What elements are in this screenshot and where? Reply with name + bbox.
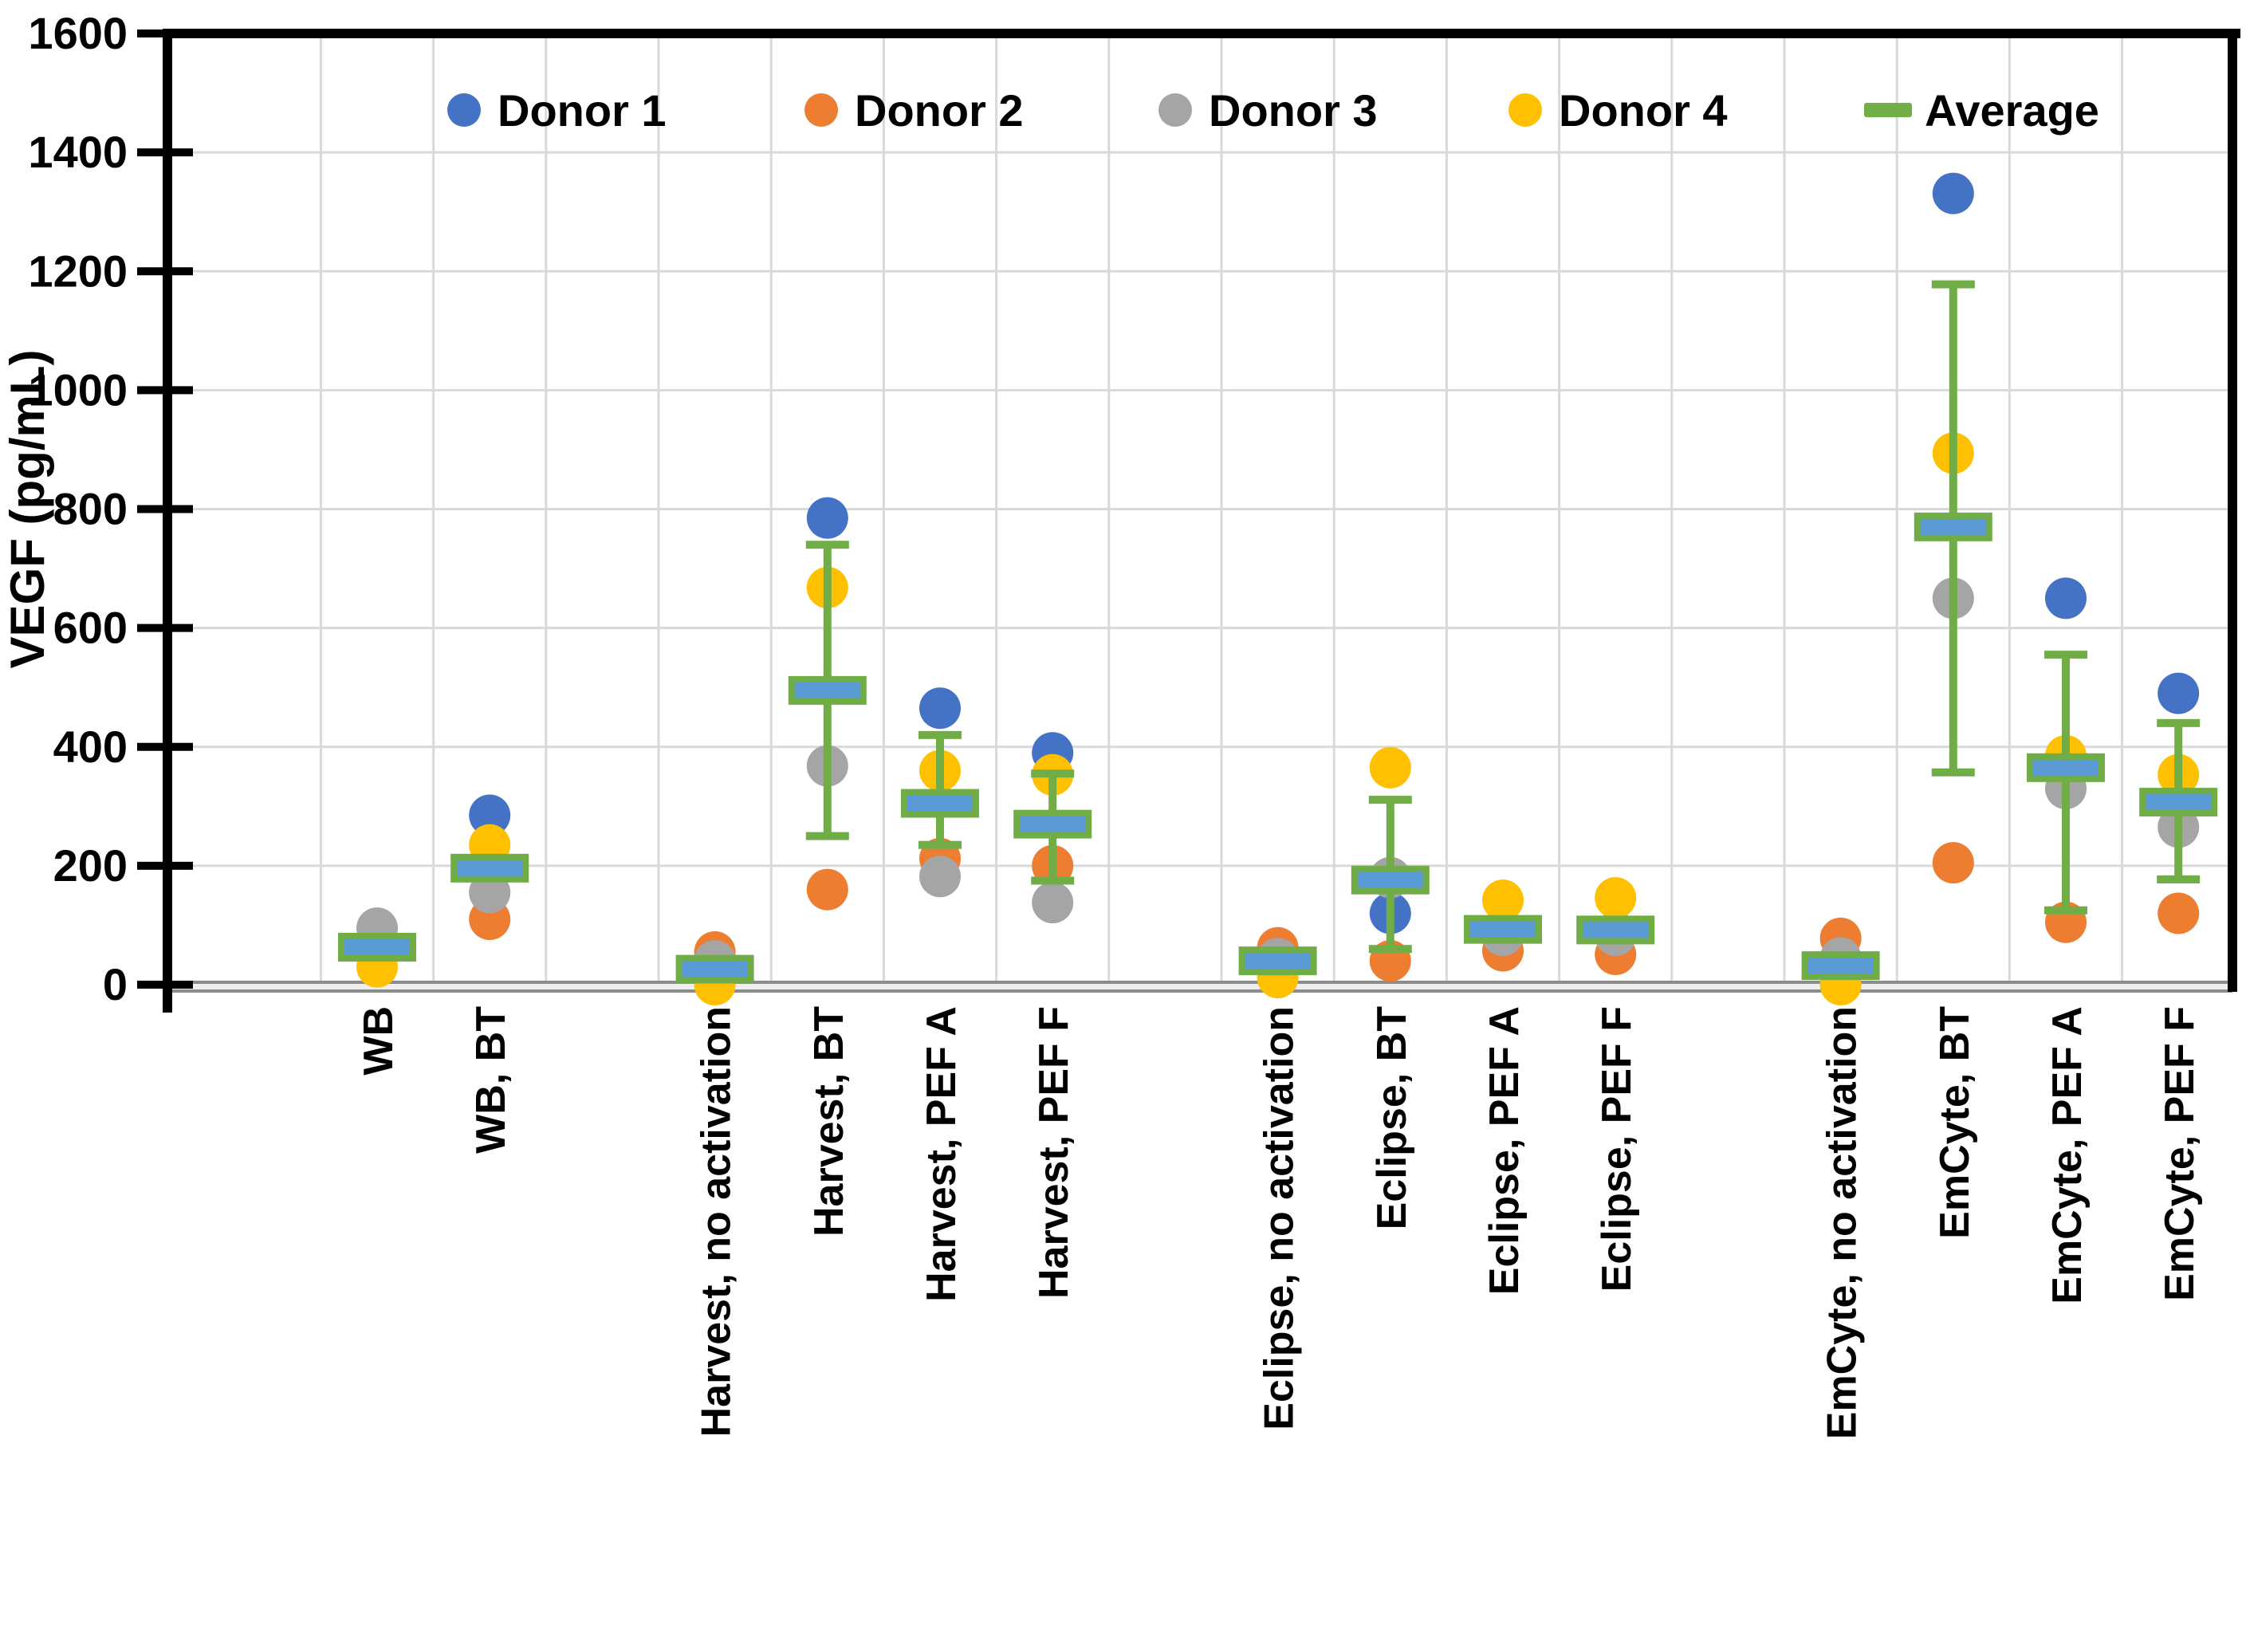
average-dash-marker — [1351, 865, 1430, 895]
x-category-label: Eclipse, PEF F — [1594, 1006, 1640, 1292]
average-dash-marker — [788, 675, 867, 705]
average-dash-marker — [1801, 951, 1880, 981]
data-point — [469, 794, 511, 836]
legend-marker-circle — [1508, 93, 1542, 127]
legend-item: Donor 1 — [447, 85, 667, 136]
plot-border-right — [2228, 29, 2237, 992]
x-axis-baseline — [167, 981, 2232, 993]
data-point — [1369, 746, 1411, 789]
average-dash-marker — [1576, 915, 1655, 945]
y-tick-label: 800 — [53, 484, 128, 534]
x-category-label: WB — [356, 1006, 402, 1076]
x-category-label: WB, BT — [468, 1006, 514, 1154]
average-dash-marker — [2139, 788, 2218, 817]
legend-label: Donor 1 — [498, 85, 667, 136]
average-dash-marker — [450, 853, 529, 883]
y-tick-label: 1000 — [28, 364, 128, 415]
x-category-label: EmCyte, PEF F — [2157, 1006, 2203, 1301]
data-point — [1595, 877, 1637, 919]
y-tick-label: 0 — [103, 959, 128, 1009]
legend-marker-dash — [1864, 103, 1912, 117]
x-category-label: EmCyte, BT — [1932, 1006, 1978, 1239]
legend-label: Donor 3 — [1209, 85, 1378, 136]
data-point — [806, 868, 848, 911]
data-point — [919, 687, 961, 730]
x-category-label: EmCyte, no activation — [1819, 1006, 1866, 1439]
plot-border — [163, 29, 2240, 1013]
y-axis-title: VEGF (pg/mL) — [1, 350, 54, 669]
average-dash-marker — [901, 789, 979, 818]
x-category-label: Harvest, PEF F — [1031, 1006, 1077, 1299]
x-category-label: Eclipse, BT — [1369, 1006, 1415, 1230]
y-tick-label: 1600 — [28, 8, 128, 58]
data-point — [2157, 672, 2200, 714]
data-point — [1482, 879, 1524, 922]
legend-item: Donor 3 — [1158, 85, 1378, 136]
series-average — [338, 512, 2218, 984]
legend-marker-circle — [1158, 93, 1192, 127]
legend-item: Average — [1864, 85, 2099, 136]
x-axis-labels: WB WB, BT Harvest, no activation Harvest, B… — [356, 1006, 2203, 1439]
y-axis-line — [163, 29, 172, 1013]
x-category-label: EmCyte, PEF A — [2044, 1006, 2091, 1304]
x-category-label: Harvest, no activation — [694, 1006, 740, 1437]
x-category-label: Eclipse, no activation — [1257, 1006, 1303, 1430]
data-point — [806, 497, 848, 539]
gridlines — [171, 33, 2229, 985]
y-tick-label: 600 — [53, 603, 128, 653]
plot-border-top — [163, 29, 2240, 38]
x-category-label: Harvest, PEF A — [918, 1006, 965, 1302]
legend-label: Donor 4 — [1559, 85, 1728, 136]
legend-label: Donor 2 — [855, 85, 1024, 136]
data-point — [1932, 842, 1974, 884]
average-dash-marker — [1238, 946, 1317, 976]
data-point — [1032, 882, 1074, 924]
legend-marker-circle — [447, 93, 481, 127]
x-category-label: Harvest, BT — [806, 1006, 852, 1237]
average-dash-marker — [1464, 914, 1542, 944]
average-dash-marker — [675, 954, 754, 984]
legend: Donor 1 Donor 2 Donor 3 Donor 4 Average — [447, 85, 2099, 136]
data-point — [919, 856, 961, 898]
x-category-label: Eclipse, PEF A — [1481, 1006, 1528, 1295]
data-point — [2157, 892, 2200, 934]
y-tick-label: 200 — [53, 840, 128, 891]
average-dash-marker — [1013, 809, 1092, 839]
data-point — [2045, 577, 2087, 620]
legend-label: Average — [1925, 85, 2099, 136]
legend-item: Donor 4 — [1508, 85, 1728, 136]
data-point — [1932, 172, 1974, 214]
legend-marker-circle — [804, 93, 838, 127]
legend-item: Donor 2 — [804, 85, 1024, 136]
average-dash-marker — [2027, 753, 2105, 782]
y-tick-label: 1400 — [28, 127, 128, 177]
average-dash-marker — [338, 933, 416, 962]
y-tick-label: 1200 — [28, 246, 128, 296]
average-dash-marker — [1914, 512, 1992, 541]
y-tick-label: 400 — [53, 722, 128, 772]
